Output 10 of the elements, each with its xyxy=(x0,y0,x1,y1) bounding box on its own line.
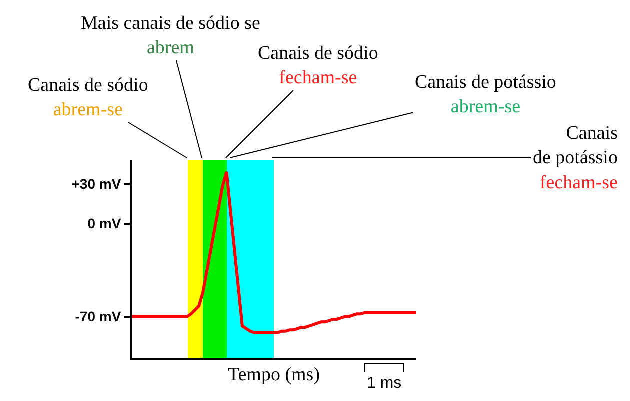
y-tick-label: -70 mV xyxy=(75,308,122,325)
y-tick-label: 0 mV xyxy=(88,216,122,232)
y-tick-label: +30 mV xyxy=(72,176,122,192)
x-axis-title: Tempo (ms) xyxy=(228,364,320,386)
text: Canais de sódio fecham-se xyxy=(258,43,378,89)
text: Canais de sódio abrem-se xyxy=(28,75,148,121)
line-series xyxy=(132,170,416,334)
text: 1 ms xyxy=(367,375,402,392)
text: Canais de potássio fecham-se xyxy=(533,123,618,194)
text: Canais de potássio abrem-se xyxy=(415,72,556,118)
